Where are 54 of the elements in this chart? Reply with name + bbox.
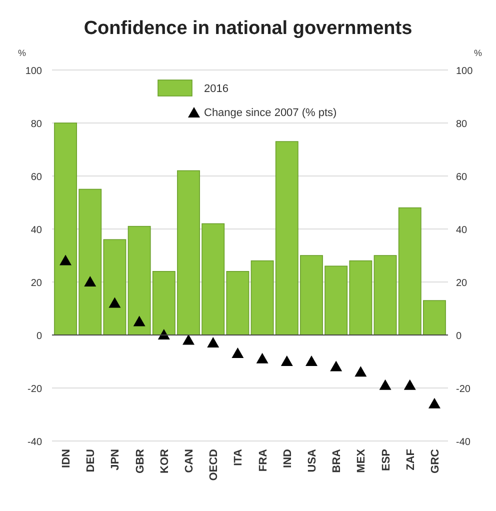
legend-label: Change since 2007 (% pts) [204,107,337,119]
y2-tick-label: 80 [456,119,468,130]
y-axis-title: % [18,48,26,58]
x-tick-label: JPN [110,448,122,470]
y-tick-label: -20 [28,384,42,395]
point [60,254,72,266]
y2-axis-title: % [474,48,482,58]
point [232,348,244,358]
x-tick-label: FRA [257,448,270,472]
bar [374,255,397,336]
y2-tick-label: -40 [456,437,471,448]
y2-tick-label: 0 [456,331,462,342]
x-tick-label: IND [282,448,294,468]
legend-label: 2016 [204,83,228,95]
point [84,276,96,286]
x-tick-label: BRA [331,448,344,473]
x-tick-label: MEX [356,448,368,473]
x-tick-label: USA [306,448,318,472]
y2-tick-label: 100 [456,66,474,77]
chart-title: Confidence in national governments [84,18,412,39]
x-tick-label: CAN [184,448,196,473]
y-tick-label: 80 [30,119,42,130]
x-tick-label: DEU [85,448,98,472]
point [428,398,440,408]
y2-tick-label: 40 [456,225,468,236]
x-tick-label: ZAF [404,448,417,470]
point [280,356,293,366]
x-tick-label: KOR [158,448,171,474]
point [207,336,220,348]
y-tick-label: 60 [30,172,42,183]
y-tick-label: 40 [30,225,42,236]
point [404,379,416,390]
x-tick-label: ITA [232,448,245,466]
y-tick-label: 0 [36,331,42,342]
y-tick-label: 20 [30,278,42,289]
x-tick-label: OECD [208,448,220,481]
point [379,379,392,390]
point [182,334,195,345]
point [256,352,268,364]
x-tick-label: ESP [380,449,392,472]
y-tick-label: 100 [25,66,42,77]
point [354,366,367,377]
x-tick-label: GBR [134,448,146,474]
y2-tick-label: -20 [456,384,471,395]
point [133,316,146,326]
x-tick-label: IDN [60,448,73,468]
point [330,360,342,372]
point [108,297,121,308]
x-tick-label: GRC [429,448,442,474]
y2-tick-label: 60 [456,172,468,183]
y-tick-label: -40 [28,437,42,448]
y2-tick-label: 20 [456,278,468,289]
bar [103,239,126,336]
point [305,356,318,366]
